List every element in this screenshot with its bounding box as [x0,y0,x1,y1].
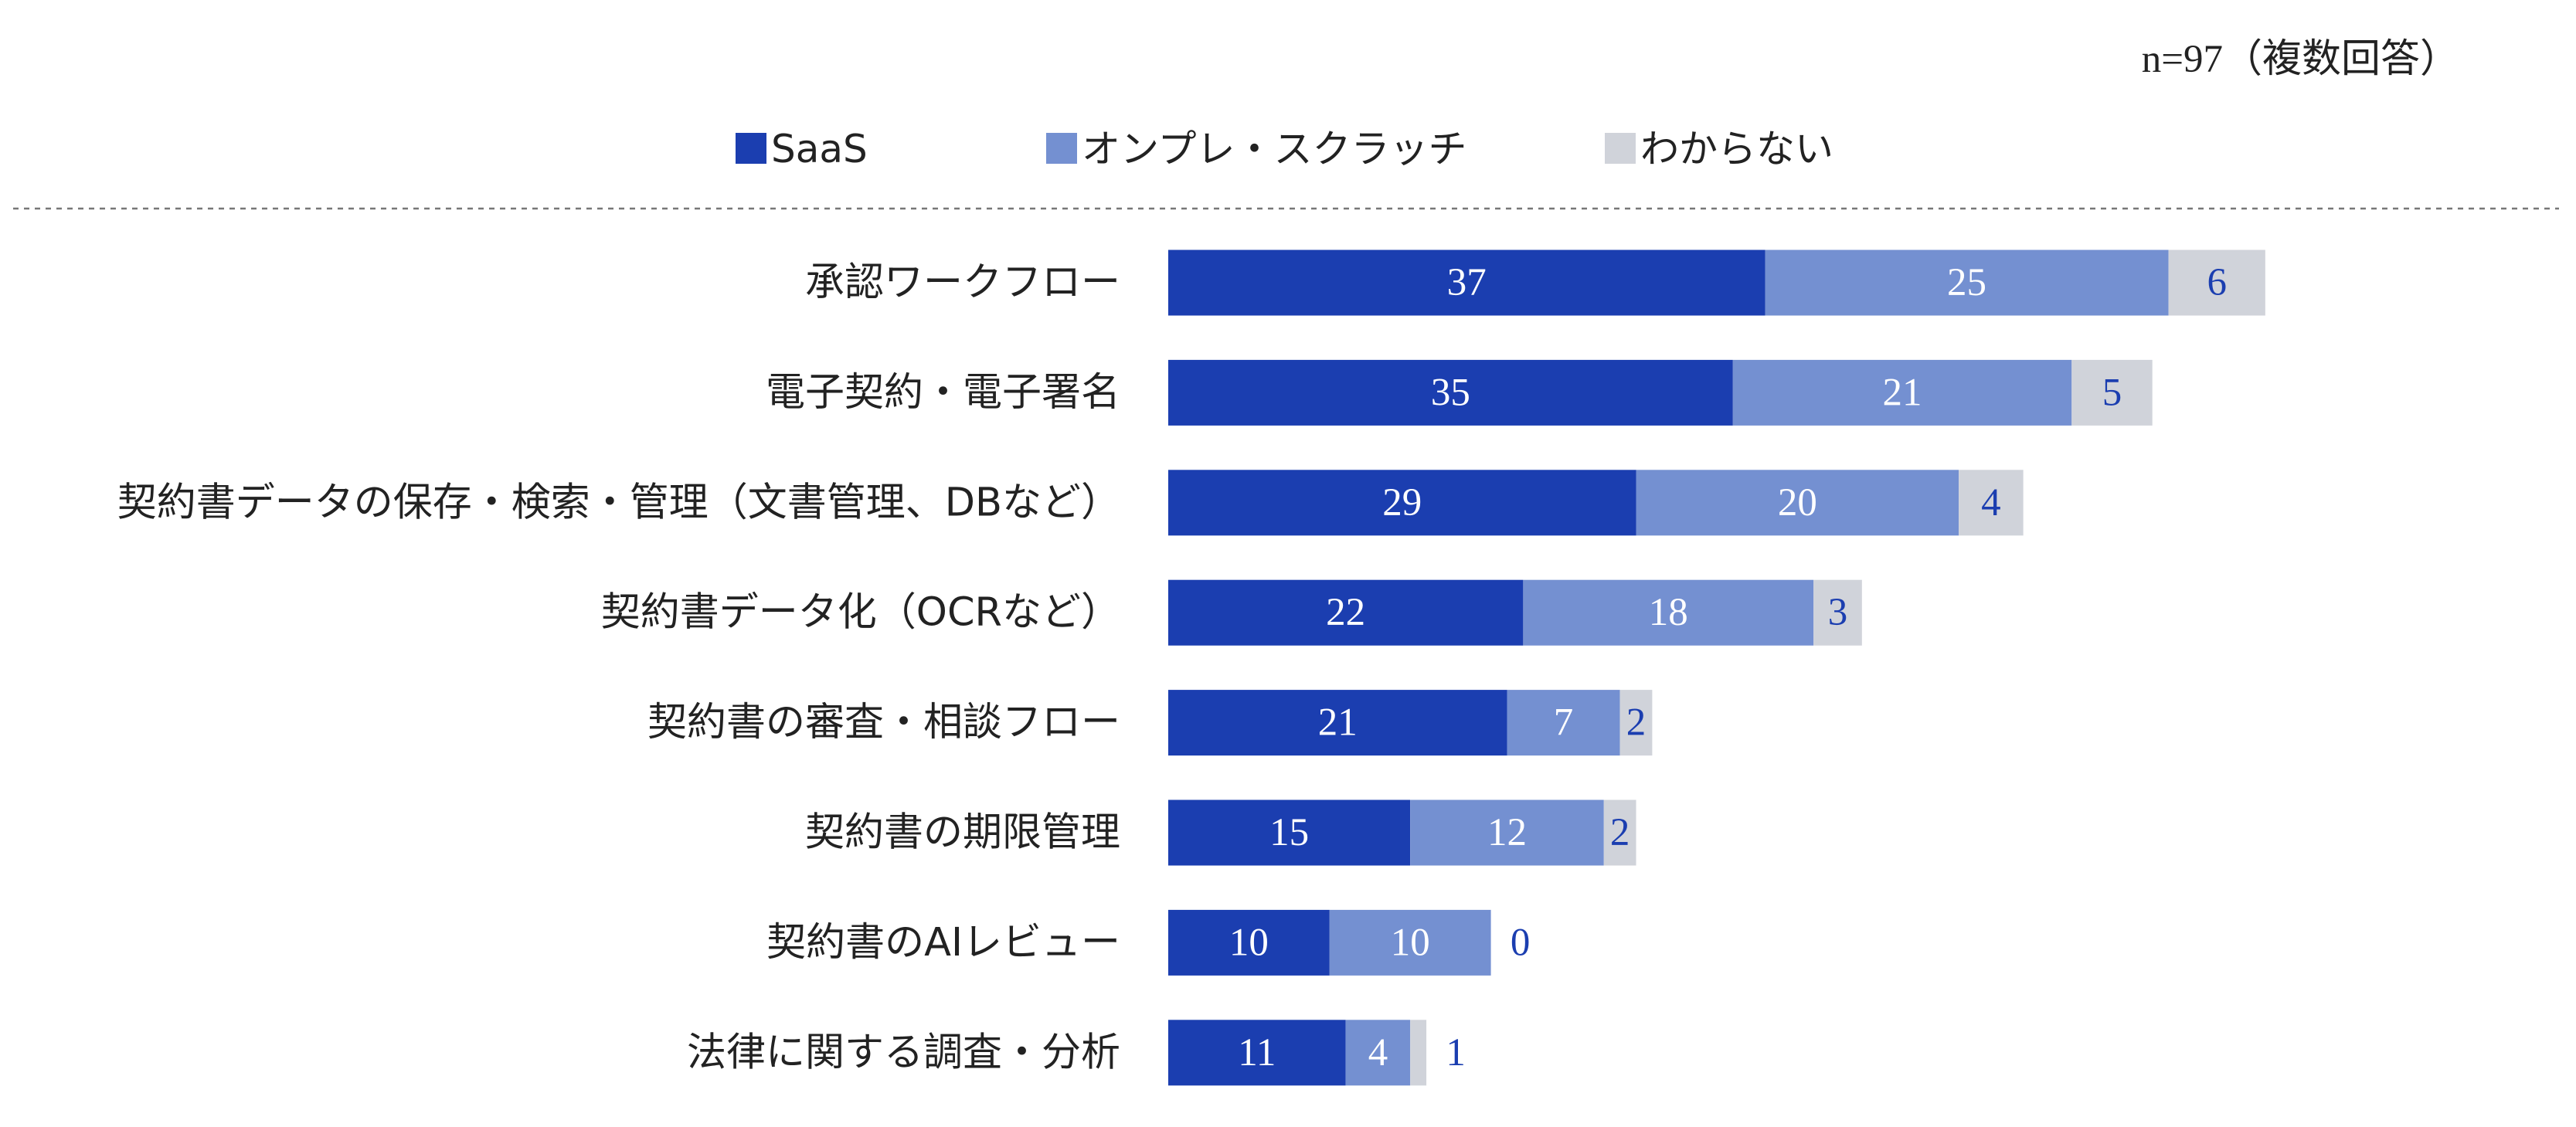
bar-segment [2168,250,2265,316]
value-label: 5 [2102,371,2122,414]
legend-swatch [1046,133,1077,164]
annotation: n=97（複数回答） [2142,38,2459,81]
value-label: 10 [1229,921,1269,964]
value-label: 2 [1610,811,1630,854]
bar-segment [1168,359,1733,426]
value-label: 37 [1447,261,1487,304]
bar-segment [1168,1020,1346,1086]
value-label: 22 [1326,591,1365,634]
value-label: 18 [1649,591,1688,634]
bar-segment [2071,359,2153,426]
value-label: 21 [1883,371,1922,414]
value-label: 0 [1511,921,1531,964]
value-label: 35 [1431,371,1470,414]
bar-segment [1523,579,1814,646]
legend-swatch [736,133,766,164]
category-label: 電子契約・電子署名 [766,370,1120,416]
value-label: 12 [1487,811,1527,854]
category-label: 契約書データ化（OCRなど） [601,590,1120,636]
category-label: 契約書の期限管理 [805,810,1120,856]
value-label: 4 [1368,1031,1388,1074]
bar-segment [1813,579,1862,646]
bar-segment [1345,1020,1411,1086]
value-label: 4 [1981,481,2001,524]
bar-segment [1168,909,1330,976]
legend-label: SaaS [771,127,868,171]
bar-segment [1636,470,1959,536]
value-label: 11 [1238,1031,1276,1074]
category-label: 承認ワークフロー [805,260,1120,306]
bar-segment [1168,579,1524,646]
category-label: 契約書の審査・相談フロー [647,700,1120,745]
value-label: 2 [1626,701,1647,745]
bar-segment [1765,250,2169,316]
category-label: 法律に関する調査・分析 [687,1030,1120,1075]
bar-segment [1168,470,1636,536]
value-label: 29 [1382,481,1422,524]
bar-segment [1603,799,1636,866]
bar-segment [1168,250,1765,316]
bar-segment [1619,690,1653,756]
bar-segment [1959,470,2024,536]
category-label: 契約書データの保存・検索・管理（文書管理、DBなど） [117,480,1120,525]
bar-segment [1168,690,1507,756]
bar-segment [1507,690,1620,756]
value-label: 15 [1269,811,1309,854]
value-label: 3 [1828,591,1848,634]
category-label: 契約書のAIレビュー [766,920,1120,966]
value-label: 25 [1947,261,1986,304]
bar-segment [1168,799,1411,866]
value-label: 1 [1446,1031,1466,1074]
value-label: 20 [1778,481,1817,524]
bar-segment [1410,1020,1427,1086]
legend-label: オンプレ・スクラッチ [1082,127,1467,171]
bar-segment [1329,909,1491,976]
bar-segment [1732,359,2072,426]
value-label: 21 [1318,701,1358,745]
value-label: 6 [2207,261,2227,304]
legend-swatch [1605,133,1636,164]
value-label: 7 [1554,701,1574,745]
legend-label: わからない [1640,127,1833,171]
value-label: 10 [1391,921,1430,964]
bar-segment [1410,799,1604,866]
